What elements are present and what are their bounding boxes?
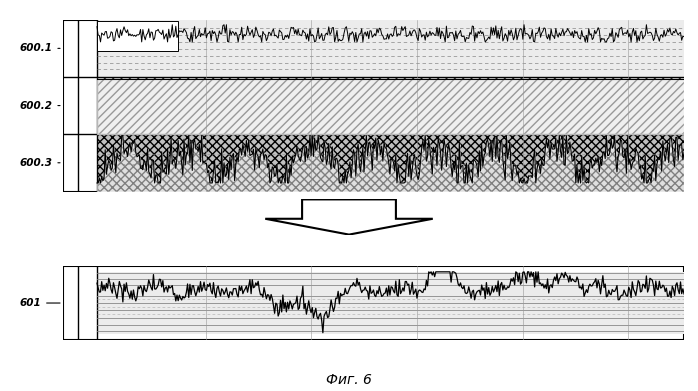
Text: 601: 601: [20, 298, 60, 308]
Bar: [97, 134, 684, 192]
Bar: [97, 20, 684, 77]
Bar: [97, 272, 684, 334]
Text: 600.2: 600.2: [20, 100, 60, 111]
Text: Фиг. 6: Фиг. 6: [326, 373, 372, 387]
Text: 600.1: 600.1: [20, 43, 60, 53]
Text: 600.3: 600.3: [20, 158, 60, 168]
Bar: [97, 21, 178, 50]
Bar: [97, 77, 684, 134]
Polygon shape: [265, 199, 433, 235]
